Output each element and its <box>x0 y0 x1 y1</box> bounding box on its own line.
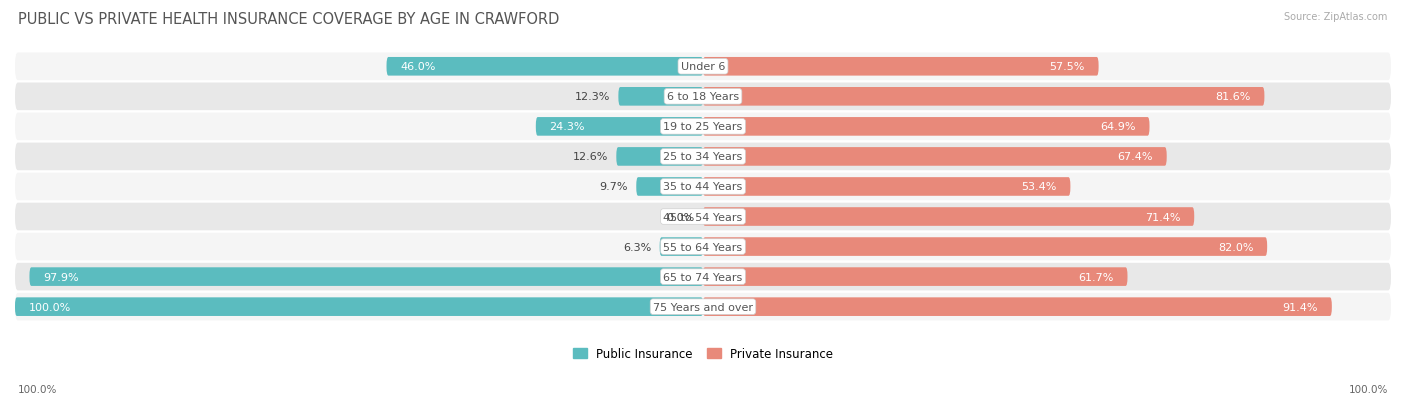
Text: 9.7%: 9.7% <box>599 182 628 192</box>
Text: 35 to 44 Years: 35 to 44 Years <box>664 182 742 192</box>
Text: 12.6%: 12.6% <box>572 152 607 162</box>
Text: 81.6%: 81.6% <box>1215 92 1251 102</box>
FancyBboxPatch shape <box>15 263 1391 291</box>
Text: 75 Years and over: 75 Years and over <box>652 302 754 312</box>
FancyBboxPatch shape <box>15 143 1391 171</box>
Text: PUBLIC VS PRIVATE HEALTH INSURANCE COVERAGE BY AGE IN CRAWFORD: PUBLIC VS PRIVATE HEALTH INSURANCE COVER… <box>18 12 560 27</box>
Text: 57.5%: 57.5% <box>1049 62 1085 72</box>
Text: 100.0%: 100.0% <box>18 385 58 394</box>
Text: 55 to 64 Years: 55 to 64 Years <box>664 242 742 252</box>
FancyBboxPatch shape <box>637 178 703 196</box>
FancyBboxPatch shape <box>15 293 1391 321</box>
Text: 19 to 25 Years: 19 to 25 Years <box>664 122 742 132</box>
Text: 6.3%: 6.3% <box>623 242 651 252</box>
Text: Under 6: Under 6 <box>681 62 725 72</box>
FancyBboxPatch shape <box>703 208 1194 226</box>
FancyBboxPatch shape <box>30 268 703 286</box>
Text: 71.4%: 71.4% <box>1144 212 1181 222</box>
Text: 65 to 74 Years: 65 to 74 Years <box>664 272 742 282</box>
Text: 64.9%: 64.9% <box>1101 122 1136 132</box>
Text: 100.0%: 100.0% <box>28 302 72 312</box>
FancyBboxPatch shape <box>703 237 1267 256</box>
Text: 61.7%: 61.7% <box>1078 272 1114 282</box>
Text: 91.4%: 91.4% <box>1282 302 1317 312</box>
Text: 24.3%: 24.3% <box>550 122 585 132</box>
FancyBboxPatch shape <box>15 298 703 316</box>
Text: 53.4%: 53.4% <box>1021 182 1057 192</box>
Text: 46.0%: 46.0% <box>401 62 436 72</box>
Text: 100.0%: 100.0% <box>1348 385 1388 394</box>
FancyBboxPatch shape <box>703 178 1070 196</box>
Text: 67.4%: 67.4% <box>1118 152 1153 162</box>
Text: Source: ZipAtlas.com: Source: ZipAtlas.com <box>1284 12 1388 22</box>
FancyBboxPatch shape <box>15 233 1391 261</box>
Legend: Public Insurance, Private Insurance: Public Insurance, Private Insurance <box>568 342 838 365</box>
Text: 6 to 18 Years: 6 to 18 Years <box>666 92 740 102</box>
FancyBboxPatch shape <box>703 118 1150 136</box>
Text: 45 to 54 Years: 45 to 54 Years <box>664 212 742 222</box>
FancyBboxPatch shape <box>616 148 703 166</box>
FancyBboxPatch shape <box>536 118 703 136</box>
Text: 25 to 34 Years: 25 to 34 Years <box>664 152 742 162</box>
FancyBboxPatch shape <box>703 88 1264 107</box>
FancyBboxPatch shape <box>703 298 1331 316</box>
FancyBboxPatch shape <box>15 113 1391 141</box>
FancyBboxPatch shape <box>15 203 1391 231</box>
FancyBboxPatch shape <box>659 237 703 256</box>
FancyBboxPatch shape <box>15 83 1391 111</box>
FancyBboxPatch shape <box>703 58 1098 76</box>
FancyBboxPatch shape <box>15 53 1391 81</box>
Text: 0.0%: 0.0% <box>666 212 695 222</box>
Text: 12.3%: 12.3% <box>575 92 610 102</box>
Text: 97.9%: 97.9% <box>44 272 79 282</box>
FancyBboxPatch shape <box>703 148 1167 166</box>
Text: 82.0%: 82.0% <box>1218 242 1253 252</box>
FancyBboxPatch shape <box>387 58 703 76</box>
FancyBboxPatch shape <box>619 88 703 107</box>
FancyBboxPatch shape <box>15 173 1391 201</box>
FancyBboxPatch shape <box>703 268 1128 286</box>
